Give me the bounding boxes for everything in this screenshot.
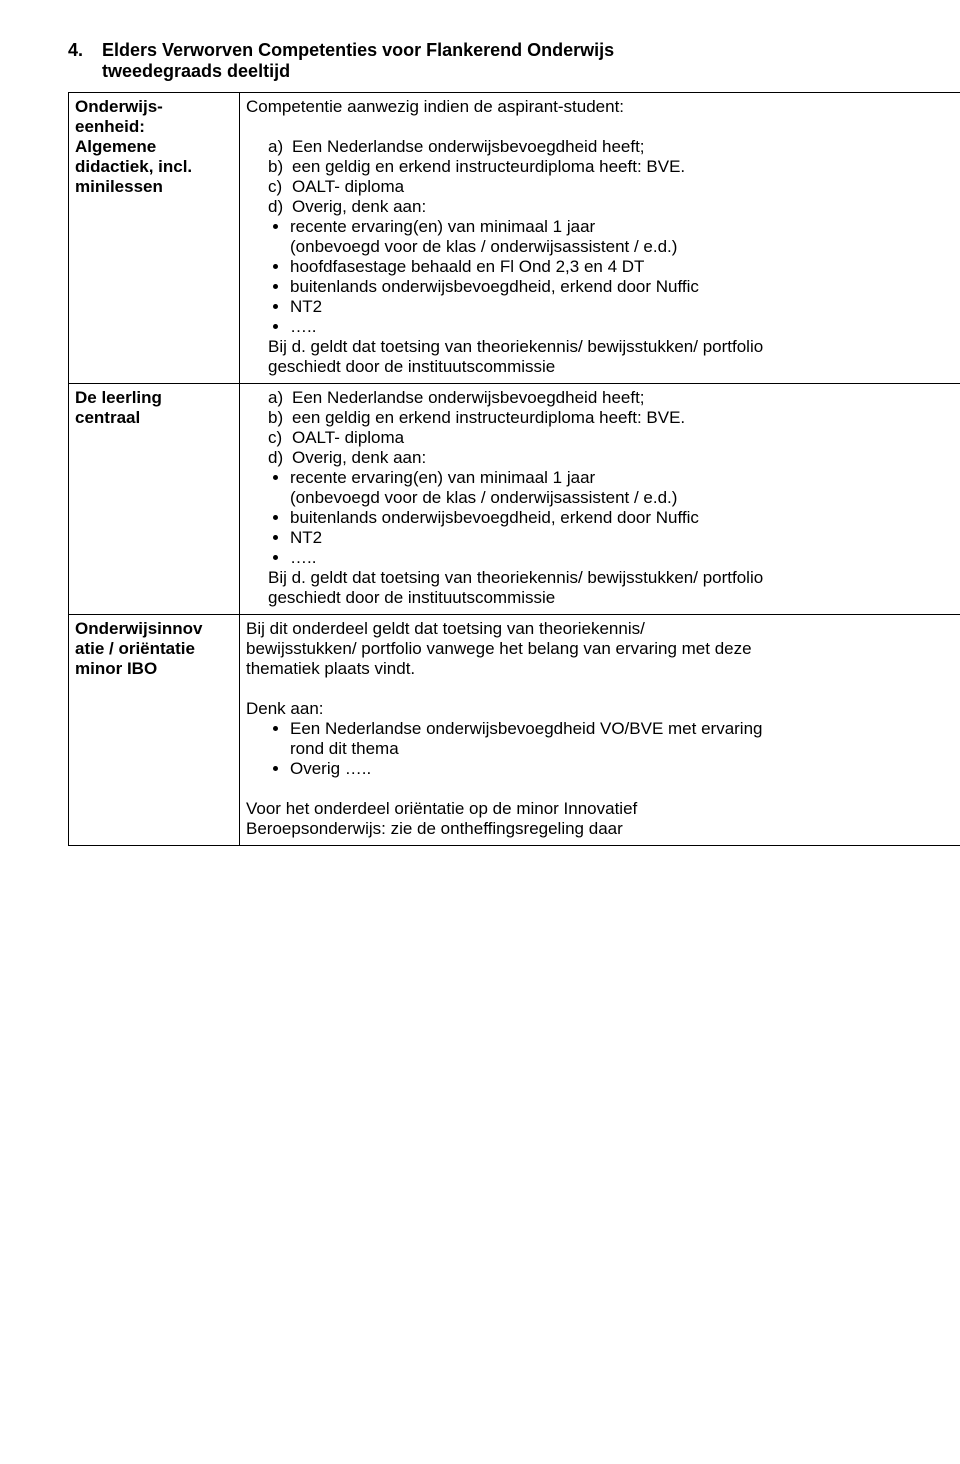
paragraph: Denk aan: xyxy=(246,699,960,719)
table-row: De leerling centraal a)Een Nederlandse o… xyxy=(69,384,960,615)
bullet-line: hoofdfasestage behaald en Fl Ond 2,3 en … xyxy=(290,257,644,276)
row-content-cell: Bij dit onderdeel geldt dat toetsing van… xyxy=(240,615,960,846)
item-text: een geldig en erkend instructeurdiploma … xyxy=(292,157,685,177)
heading-line: Elders Verworven Competenties voor Flank… xyxy=(102,40,614,60)
bullet-line: buitenlands onderwijsbevoegdheid, erkend… xyxy=(290,277,699,296)
item-text: een geldig en erkend instructeurdiploma … xyxy=(292,408,685,428)
item-text: OALT- diploma xyxy=(292,177,404,197)
list-item: buitenlands onderwijsbevoegdheid, erkend… xyxy=(290,508,960,528)
tail-line: Bij d. geldt dat toetsing van theorieken… xyxy=(268,568,763,587)
bullet-line: recente ervaring(en) van minimaal 1 jaar xyxy=(290,217,595,236)
item-text: OALT- diploma xyxy=(292,428,404,448)
row-label-cell: Onderwijs- eenheid: Algemene didactiek, … xyxy=(69,93,240,384)
section-heading: 4. Elders Verworven Competenties voor Fl… xyxy=(68,40,960,82)
bullet-line: ….. xyxy=(290,317,316,336)
item-label: b) xyxy=(268,157,292,177)
list-item: NT2 xyxy=(290,528,960,548)
label-line: Algemene xyxy=(75,137,233,157)
label-line: minor IBO xyxy=(75,659,233,679)
bullet-line: ….. xyxy=(290,548,316,567)
list-item: hoofdfasestage behaald en Fl Ond 2,3 en … xyxy=(290,257,960,277)
tail-line: geschiedt door de instituutscommissie xyxy=(268,357,555,376)
bullet-list: Een Nederlandse onderwijsbevoegdheid VO/… xyxy=(246,719,960,779)
intro-line: Competentie aanwezig indien de aspirant-… xyxy=(246,97,960,117)
label-line: minilessen xyxy=(75,177,233,197)
list-item: NT2 xyxy=(290,297,960,317)
bullet-line: (onbevoegd voor de klas / onderwijsassis… xyxy=(290,237,677,256)
list-item: c)OALT- diploma xyxy=(268,177,960,197)
item-label: c) xyxy=(268,428,292,448)
tail-line: geschiedt door de instituutscommissie xyxy=(268,588,555,607)
row-label-cell: Onderwijsinnov atie / oriëntatie minor I… xyxy=(69,615,240,846)
list-item: d)Overig, denk aan: xyxy=(268,448,960,468)
list-item: recente ervaring(en) van minimaal 1 jaar… xyxy=(290,217,960,257)
para-line: Voor het onderdeel oriëntatie op de mino… xyxy=(246,799,637,818)
row-label-cell: De leerling centraal xyxy=(69,384,240,615)
bullet-line: (onbevoegd voor de klas / onderwijsassis… xyxy=(290,488,677,507)
item-text: Overig, denk aan: xyxy=(292,448,426,468)
list-item: b)een geldig en erkend instructeurdiplom… xyxy=(268,157,960,177)
bullet-line: Een Nederlandse onderwijsbevoegdheid VO/… xyxy=(290,719,763,738)
list-item: Overig ….. xyxy=(290,759,960,779)
item-text: Overig, denk aan: xyxy=(292,197,426,217)
list-item: buitenlands onderwijsbevoegdheid, erkend… xyxy=(290,277,960,297)
bullet-line: Overig ….. xyxy=(290,759,371,778)
list-item: a)Een Nederlandse onderwijsbevoegdheid h… xyxy=(268,137,960,157)
tail-text: Bij d. geldt dat toetsing van theorieken… xyxy=(246,568,960,608)
item-label: d) xyxy=(268,448,292,468)
spacer xyxy=(246,117,960,137)
label-line: didactiek, incl. xyxy=(75,157,233,177)
letter-list: a)Een Nederlandse onderwijsbevoegdheid h… xyxy=(246,388,960,468)
bullet-line: rond dit thema xyxy=(290,739,399,758)
list-item: ….. xyxy=(290,548,960,568)
item-text: Een Nederlandse onderwijsbevoegdheid hee… xyxy=(292,137,645,157)
spacer xyxy=(246,779,960,799)
item-label: a) xyxy=(268,137,292,157)
item-label: d) xyxy=(268,197,292,217)
list-item: d)Overig, denk aan: xyxy=(268,197,960,217)
item-label: c) xyxy=(268,177,292,197)
item-label: a) xyxy=(268,388,292,408)
paragraph: Bij dit onderdeel geldt dat toetsing van… xyxy=(246,619,960,679)
heading-number: 4. xyxy=(68,40,102,82)
bullet-line: NT2 xyxy=(290,528,322,547)
para-line: bewijsstukken/ portfolio vanwege het bel… xyxy=(246,639,752,658)
para-line: Beroepsonderwijs: zie de ontheffingsrege… xyxy=(246,819,623,838)
label-line: Onderwijs- xyxy=(75,97,233,117)
bullet-list: recente ervaring(en) van minimaal 1 jaar… xyxy=(246,468,960,568)
label-line: atie / oriëntatie xyxy=(75,639,233,659)
list-item: c)OALT- diploma xyxy=(268,428,960,448)
tail-text: Bij d. geldt dat toetsing van theorieken… xyxy=(246,337,960,377)
item-label: b) xyxy=(268,408,292,428)
row-content-cell: Competentie aanwezig indien de aspirant-… xyxy=(240,93,960,384)
label-line: De leerling xyxy=(75,388,233,408)
table-row: Onderwijs- eenheid: Algemene didactiek, … xyxy=(69,93,960,384)
label-line: eenheid: xyxy=(75,117,233,137)
table-row: Onderwijsinnov atie / oriëntatie minor I… xyxy=(69,615,960,846)
page-number: 4 xyxy=(68,946,960,964)
list-item: recente ervaring(en) van minimaal 1 jaar… xyxy=(290,468,960,508)
list-item: ….. xyxy=(290,317,960,337)
label-line: Onderwijsinnov xyxy=(75,619,233,639)
letter-list: a)Een Nederlandse onderwijsbevoegdheid h… xyxy=(246,137,960,217)
heading-text: Elders Verworven Competenties voor Flank… xyxy=(102,40,614,82)
spacer xyxy=(246,679,960,699)
bullet-line: recente ervaring(en) van minimaal 1 jaar xyxy=(290,468,595,487)
bullet-list: recente ervaring(en) van minimaal 1 jaar… xyxy=(246,217,960,337)
para-line: thematiek plaats vindt. xyxy=(246,659,415,678)
paragraph: Voor het onderdeel oriëntatie op de mino… xyxy=(246,799,960,839)
label-line: centraal xyxy=(75,408,233,428)
tail-line: Bij d. geldt dat toetsing van theorieken… xyxy=(268,337,763,356)
list-item: b)een geldig en erkend instructeurdiplom… xyxy=(268,408,960,428)
item-text: Een Nederlandse onderwijsbevoegdheid hee… xyxy=(292,388,645,408)
list-item: a)Een Nederlandse onderwijsbevoegdheid h… xyxy=(268,388,960,408)
bullet-line: NT2 xyxy=(290,297,322,316)
list-item: Een Nederlandse onderwijsbevoegdheid VO/… xyxy=(290,719,960,759)
row-content-cell: a)Een Nederlandse onderwijsbevoegdheid h… xyxy=(240,384,960,615)
bullet-line: buitenlands onderwijsbevoegdheid, erkend… xyxy=(290,508,699,527)
heading-line: tweedegraads deeltijd xyxy=(102,61,290,81)
para-line: Bij dit onderdeel geldt dat toetsing van… xyxy=(246,619,645,638)
competence-table: Onderwijs- eenheid: Algemene didactiek, … xyxy=(68,92,960,846)
